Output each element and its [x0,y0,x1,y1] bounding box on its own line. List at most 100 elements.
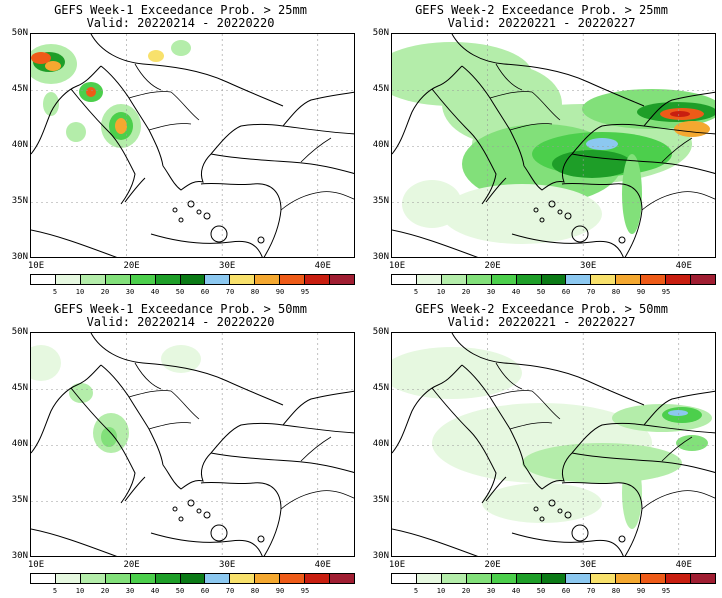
colorbar-swatch [305,574,331,583]
latitude-label: 30N [11,252,28,262]
longitude-label: 30E [580,560,597,570]
colorbar-swatch [616,275,642,284]
colorbar-level-label: 60 [561,288,571,296]
colorbar [30,573,355,584]
colorbar-level-label: 60 [200,288,210,296]
colorbar-swatch [105,574,131,583]
probability-contour [31,52,51,64]
latitude-label: 35N [372,196,389,206]
panel-valid-dates: Valid: 20220221 - 20220227 [447,16,636,30]
latitude-label: 50N [372,28,389,38]
longitude-label: 40E [675,261,692,271]
colorbar-swatch [691,574,715,583]
colorbar-level-label: 90 [636,587,646,595]
colorbar-swatch [280,275,306,284]
colorbar-level-label: 50 [175,288,185,296]
colorbar-level-label: 50 [175,587,185,595]
latitude-label: 45N [372,84,389,94]
longitude-label: 30E [580,261,597,271]
colorbar-swatch [330,275,354,284]
longitude-label: 10E [27,261,45,271]
latitude-label: 50N [11,327,28,337]
coastlines [392,34,715,257]
longitude-label: 30E [219,261,236,271]
longitude-label: 20E [123,560,140,570]
longitude-label: 40E [314,261,331,271]
colorbar-level-label: 60 [561,587,571,595]
latitude-label: 35N [11,196,28,206]
probability-contour [622,457,642,529]
probability-contour [552,150,632,178]
colorbar-level-label: 70 [225,587,235,595]
probability-contour [43,92,59,116]
panel-valid-dates: Valid: 20220214 - 20220220 [86,315,275,329]
colorbar-swatch [491,275,517,284]
coastlines [31,333,354,556]
colorbar-swatch [280,574,306,583]
latitude-label: 45N [11,383,28,393]
colorbar-swatch [31,574,56,583]
colorbar-level-label: 40 [511,288,521,296]
probability-contour [402,180,462,228]
latitude-label: 45N [11,84,28,94]
colorbar-level-label: 10 [436,587,446,595]
longitude-label: 10E [388,261,406,271]
colorbar-swatch [305,275,331,284]
colorbar-swatch [230,574,256,583]
colorbar-level-label: 50 [536,587,546,595]
longitude-label: 40E [675,560,692,570]
panel-title: GEFS Week-2 Exceedance Prob. > 25mm [415,3,668,17]
colorbar-level-label: 90 [275,288,285,296]
colorbar-swatch [205,574,231,583]
panel-valid-dates: Valid: 20220221 - 20220227 [447,315,636,329]
probability-contour [522,443,682,483]
colorbar-swatch [441,275,467,284]
colorbar-swatch [541,574,567,583]
probability-map [31,333,354,556]
colorbar-swatch [441,574,467,583]
map-area [391,33,716,258]
panel-week1-50mm: GEFS Week-1 Exceedance Prob. > 50mm Vali… [0,299,361,598]
probability-contour [586,138,618,150]
country-borders [128,362,354,510]
probability-shading [392,347,712,529]
colorbar-swatch [516,275,542,284]
colorbar-swatch [641,275,667,284]
longitude-label: 10E [27,560,45,570]
probability-contour [622,154,642,234]
probability-shading [392,42,715,244]
probability-contour [668,410,688,416]
colorbar-level-label: 20 [100,288,110,296]
colorbar-swatch [130,275,156,284]
colorbar-level-label: 70 [586,587,596,595]
colorbar-level-label: 10 [75,587,85,595]
colorbar-level-label: 30 [486,288,496,296]
colorbar-swatch [155,574,181,583]
latitude-label: 40N [11,439,28,449]
colorbar-swatch [392,275,417,284]
panel-title: GEFS Week-2 Exceedance Prob. > 50mm [415,302,668,316]
colorbar-swatch [641,574,667,583]
probability-contour [670,111,690,117]
probability-contour [148,50,164,62]
colorbar-swatch [55,275,81,284]
longitude-label: 40E [314,560,331,570]
colorbar-level-label: 30 [125,288,135,296]
panel-week1-25mm: GEFS Week-1 Exceedance Prob. > 25mm Vali… [0,0,361,299]
colorbar-swatch [591,574,617,583]
probability-contour [674,121,710,137]
probability-shading [31,40,191,148]
colorbar-level-label: 80 [250,288,260,296]
colorbar-level-label: 80 [611,587,621,595]
colorbar-level-label: 50 [536,288,546,296]
colorbar-level-label: 40 [511,587,521,595]
country-borders [128,63,354,211]
colorbar [30,274,355,285]
colorbar [391,274,716,285]
colorbar-level-label: 30 [125,587,135,595]
colorbar-level-label: 10 [75,288,85,296]
panel-title: GEFS Week-1 Exceedance Prob. > 25mm [54,3,307,17]
latitude-label: 40N [372,439,389,449]
colorbar-swatch [230,275,256,284]
colorbar-level-label: 5 [413,587,419,595]
